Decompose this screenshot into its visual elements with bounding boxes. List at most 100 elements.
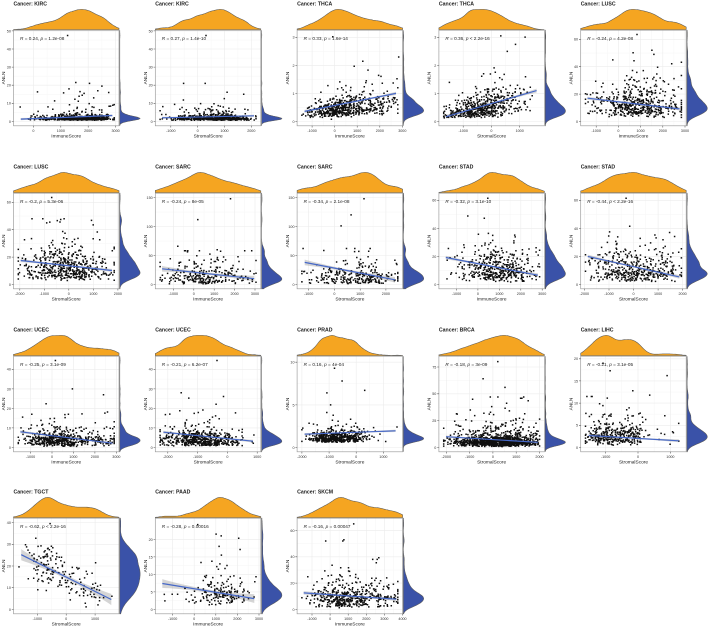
svg-text:-1000: -1000	[307, 617, 316, 621]
svg-text:2000: 2000	[91, 455, 99, 459]
svg-text:R = -0.62, p < 2.2e-16: R = -0.62, p < 2.2e-16	[20, 524, 66, 529]
svg-text:3000: 3000	[398, 129, 406, 133]
svg-text:0: 0	[333, 292, 335, 296]
svg-text:-1000: -1000	[458, 129, 467, 133]
svg-text:20: 20	[574, 255, 578, 259]
svg-text:25: 25	[432, 419, 436, 423]
svg-text:-2000: -2000	[442, 455, 451, 459]
svg-text:0: 0	[492, 455, 494, 459]
svg-text:0: 0	[151, 283, 153, 287]
svg-text:150: 150	[288, 196, 294, 200]
svg-text:50: 50	[7, 29, 11, 33]
svg-text:ANLN: ANLN	[1, 397, 7, 410]
svg-text:ImmuneScore: ImmuneScore	[335, 134, 365, 140]
svg-text:1: 1	[292, 92, 294, 96]
svg-text:Cancer: UCEC: Cancer: UCEC	[155, 328, 191, 334]
svg-text:0: 0	[193, 617, 195, 621]
svg-text:0: 0	[9, 283, 11, 287]
svg-text:40: 40	[7, 228, 11, 232]
svg-text:4000: 4000	[398, 617, 406, 621]
svg-text:-2000: -2000	[580, 292, 589, 296]
svg-text:ANLN: ANLN	[143, 234, 149, 247]
svg-text:ANLN: ANLN	[1, 234, 7, 247]
svg-text:1000: 1000	[495, 292, 503, 296]
svg-text:40: 40	[290, 555, 294, 559]
svg-text:-1000: -1000	[452, 292, 461, 296]
svg-text:50: 50	[149, 254, 153, 258]
svg-text:-1000: -1000	[40, 292, 49, 296]
svg-text:0: 0	[617, 129, 619, 133]
svg-text:ANLN: ANLN	[143, 71, 149, 84]
svg-text:0: 0	[576, 446, 578, 450]
svg-text:0: 0	[193, 292, 195, 296]
svg-text:40: 40	[7, 368, 11, 372]
svg-text:1000: 1000	[379, 455, 387, 459]
svg-text:75: 75	[432, 365, 436, 369]
svg-text:10: 10	[149, 102, 153, 106]
svg-text:0: 0	[292, 608, 294, 612]
svg-text:R = -0.34, p = 2.1e-08: R = -0.34, p = 2.1e-08	[304, 199, 350, 204]
svg-text:-1000: -1000	[26, 455, 35, 459]
svg-text:ImmuneScore: ImmuneScore	[619, 134, 649, 140]
svg-text:2000: 2000	[517, 292, 525, 296]
svg-text:ANLN: ANLN	[285, 397, 291, 410]
svg-text:ANLN: ANLN	[427, 71, 433, 84]
svg-text:ANLN: ANLN	[568, 397, 574, 410]
svg-text:1000: 1000	[654, 292, 662, 296]
svg-text:R = -0.24, p = 4.2e-08: R = -0.24, p = 4.2e-08	[587, 36, 633, 41]
svg-text:R = 0.24, p = 1.2e-08: R = 0.24, p = 1.2e-08	[20, 36, 65, 41]
svg-text:60: 60	[432, 199, 436, 203]
svg-text:-1000: -1000	[168, 617, 177, 621]
svg-text:Cancer: SKCM: Cancer: SKCM	[297, 490, 333, 496]
svg-text:30: 30	[149, 387, 153, 391]
svg-text:R = -0.32, p = 3.1e-10: R = -0.32, p = 3.1e-10	[445, 199, 491, 204]
svg-text:0: 0	[329, 617, 331, 621]
svg-text:-1000: -1000	[465, 455, 474, 459]
svg-text:3000: 3000	[681, 129, 689, 133]
svg-text:60: 60	[574, 199, 578, 203]
svg-text:50: 50	[432, 392, 436, 396]
svg-text:Cancer: PAAD: Cancer: PAAD	[155, 490, 190, 496]
svg-text:40: 40	[574, 65, 578, 69]
svg-text:20: 20	[574, 93, 578, 97]
svg-text:Cancer: SARC: Cancer: SARC	[155, 165, 191, 171]
svg-text:R = -0.2, p = 5.3e-06: R = -0.2, p = 5.3e-06	[20, 199, 64, 204]
svg-text:2000: 2000	[362, 617, 370, 621]
svg-text:10: 10	[149, 426, 153, 430]
svg-text:1000: 1000	[57, 129, 65, 133]
svg-text:0: 0	[292, 446, 294, 450]
svg-text:ImmuneScore: ImmuneScore	[51, 460, 81, 466]
svg-text:-2000: -2000	[163, 455, 172, 459]
svg-text:ImmuneScore: ImmuneScore	[477, 297, 507, 303]
svg-text:20: 20	[149, 407, 153, 411]
svg-text:0: 0	[576, 283, 578, 287]
svg-text:2000: 2000	[84, 129, 92, 133]
svg-text:2: 2	[434, 64, 436, 68]
svg-text:StromalScore: StromalScore	[477, 134, 506, 140]
svg-text:3000: 3000	[255, 617, 263, 621]
svg-text:1000: 1000	[666, 455, 674, 459]
svg-text:0: 0	[226, 455, 228, 459]
svg-text:1000: 1000	[516, 129, 524, 133]
svg-text:Cancer: LUSC: Cancer: LUSC	[14, 165, 49, 171]
svg-text:ANLN: ANLN	[568, 71, 574, 84]
svg-text:40: 40	[149, 47, 153, 51]
svg-text:5: 5	[292, 403, 294, 407]
svg-text:1000: 1000	[212, 617, 220, 621]
svg-text:Cancer: BRCA: Cancer: BRCA	[439, 328, 475, 334]
svg-text:2000: 2000	[230, 292, 238, 296]
svg-text:Cancer: LUSC: Cancer: LUSC	[581, 2, 616, 8]
svg-text:1: 1	[434, 92, 436, 96]
svg-text:0: 0	[151, 446, 153, 450]
svg-text:ANLN: ANLN	[285, 234, 291, 247]
svg-text:1000: 1000	[356, 292, 364, 296]
svg-text:40: 40	[7, 47, 11, 51]
svg-text:2000: 2000	[247, 129, 255, 133]
svg-text:0: 0	[292, 283, 294, 287]
svg-text:R = -0.21, p = 3.1e-05: R = -0.21, p = 3.1e-05	[587, 362, 633, 367]
svg-text:Cancer: STAD: Cancer: STAD	[581, 165, 616, 171]
svg-text:StromalScore: StromalScore	[52, 622, 81, 628]
svg-text:0: 0	[434, 446, 436, 450]
svg-text:0: 0	[65, 617, 67, 621]
svg-text:StromalScore: StromalScore	[619, 460, 648, 466]
